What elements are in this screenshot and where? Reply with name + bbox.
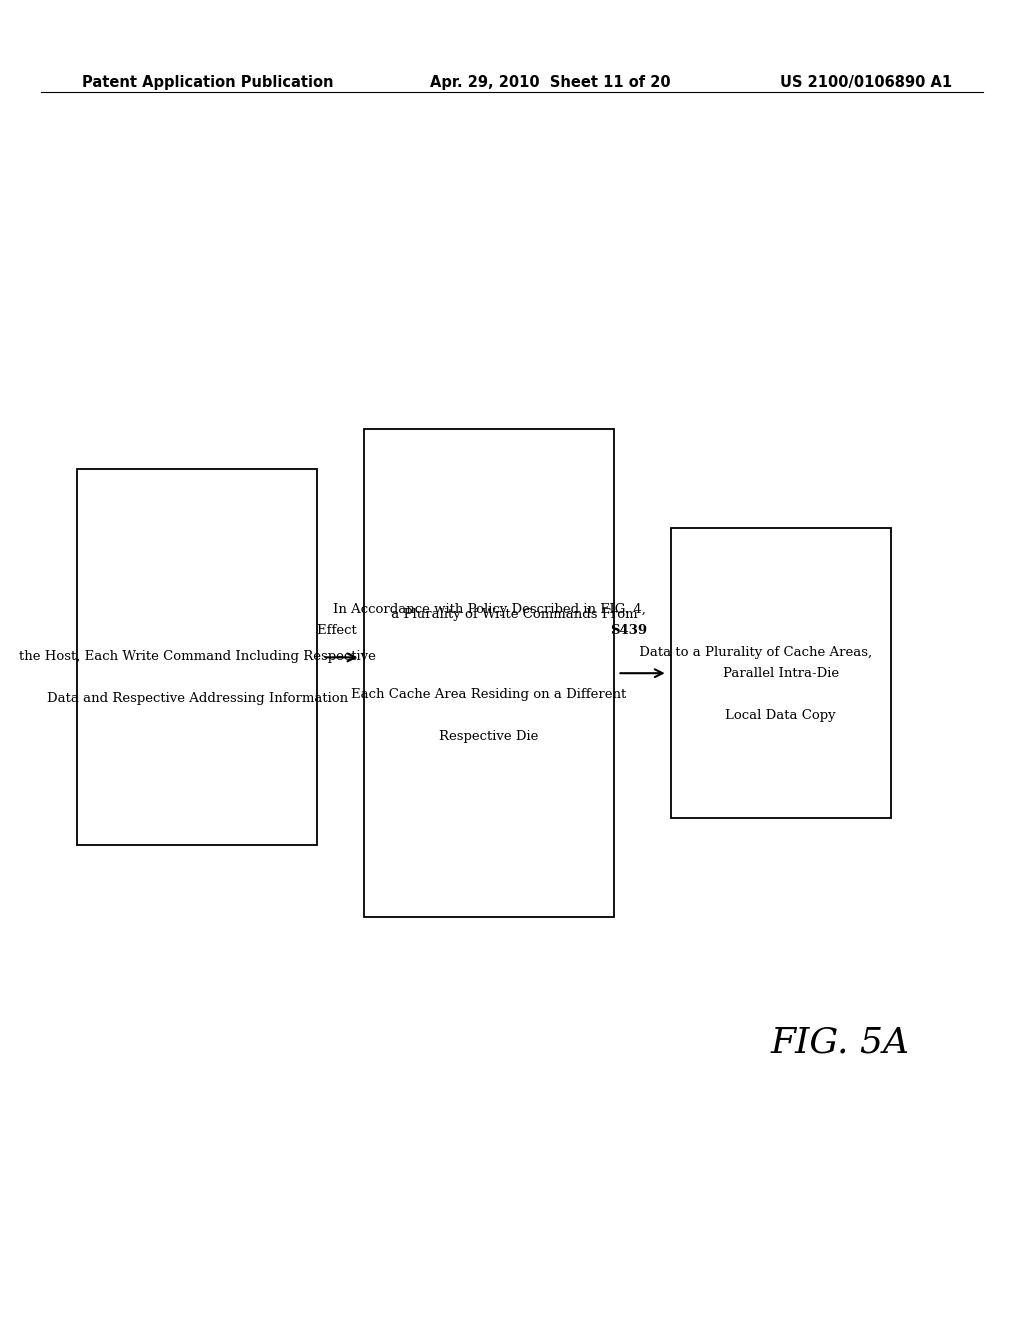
Bar (364, 429, 614, 917)
Text: the Host, Each Write Command Including Respective: the Host, Each Write Command Including R… (18, 651, 376, 663)
Text: Effect: Effect (317, 624, 361, 638)
Text: FIG. 5A: FIG. 5A (770, 1026, 909, 1060)
Bar (671, 528, 891, 818)
Text: Data and Respective Addressing Information: Data and Respective Addressing Informati… (46, 693, 348, 705)
Text: Respective Die: Respective Die (439, 730, 539, 743)
Text: Data to a Plurality of Cache Areas,: Data to a Plurality of Cache Areas, (635, 645, 872, 659)
Text: Patent Application Publication: Patent Application Publication (82, 75, 334, 90)
Text: a Plurality of Write Commands From: a Plurality of Write Commands From (387, 609, 638, 620)
Text: US 2100/0106890 A1: US 2100/0106890 A1 (780, 75, 952, 90)
Bar (77, 469, 317, 845)
Text: S439: S439 (610, 624, 647, 638)
Text: Parallel Intra-Die: Parallel Intra-Die (723, 667, 839, 680)
Text: In Accordance with Policy Described in FIG. 4,: In Accordance with Policy Described in F… (333, 603, 645, 616)
Text: Apr. 29, 2010  Sheet 11 of 20: Apr. 29, 2010 Sheet 11 of 20 (430, 75, 671, 90)
Text: Local Data Copy: Local Data Copy (725, 709, 837, 722)
Text: Each Cache Area Residing on a Different: Each Cache Area Residing on a Different (351, 688, 627, 701)
